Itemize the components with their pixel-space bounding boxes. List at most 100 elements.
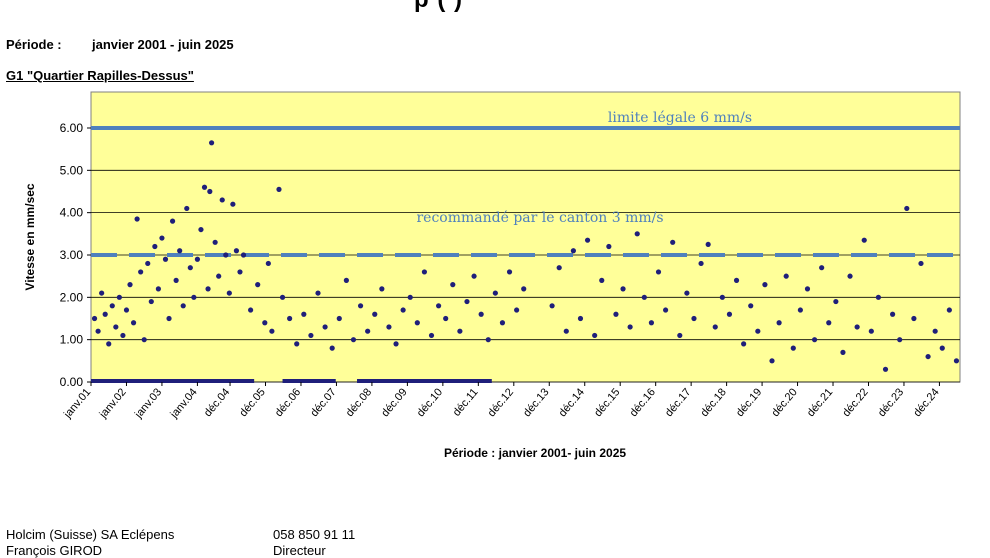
x-tick-label: déc.12: [486, 386, 516, 419]
data-point: [400, 307, 406, 313]
data-point: [677, 332, 683, 339]
data-point: [755, 328, 761, 334]
data-point: [946, 307, 952, 313]
data-points: [91, 140, 960, 372]
data-point: [421, 269, 428, 275]
x-tick-label: déc.22: [840, 386, 870, 419]
data-point: [169, 218, 176, 224]
data-point: [641, 294, 647, 300]
data-point: [177, 248, 183, 254]
data-point: [584, 237, 591, 243]
data-point: [655, 269, 662, 275]
data-point: [269, 328, 275, 334]
data-point: [223, 252, 229, 258]
data-point: [592, 332, 598, 339]
data-point: [563, 328, 569, 334]
footer-person: François GIROD: [6, 543, 103, 558]
data-point: [712, 324, 718, 330]
data-point: [882, 366, 889, 372]
data-point: [205, 286, 211, 292]
data-point: [719, 294, 725, 300]
data-point: [386, 324, 392, 330]
data-point: [262, 320, 268, 326]
data-point: [499, 320, 506, 326]
data-point: [698, 260, 704, 267]
data-point: [248, 307, 254, 313]
data-point: [393, 341, 399, 347]
x-tick-label: déc.04: [202, 386, 232, 419]
data-point: [116, 294, 122, 300]
footer-phone: 058 850 91 11: [273, 527, 356, 542]
data-point: [113, 324, 119, 330]
data-point: [155, 286, 161, 292]
y-tick-label: 1.00: [60, 333, 84, 347]
data-point: [201, 184, 208, 190]
data-point: [783, 273, 789, 279]
data-point: [932, 328, 938, 334]
y-axis-ticks: 0.00 1.00 2.00 3.00 4.00 5.00 6.00: [60, 121, 91, 389]
x-tick-label: déc.15: [592, 386, 622, 419]
footer-company: Holcim (Suisse) SA Eclépens: [6, 527, 175, 542]
data-point: [953, 358, 960, 364]
data-point: [255, 282, 261, 288]
data-point: [294, 341, 300, 347]
x-tick-label: déc.07: [308, 386, 338, 419]
data-point: [627, 324, 633, 330]
data-point: [521, 286, 527, 292]
data-point: [897, 337, 903, 343]
data-point: [939, 345, 945, 351]
data-point: [471, 273, 477, 279]
data-point: [868, 328, 874, 334]
data-point: [148, 298, 154, 305]
x-tick-label: déc.10: [415, 386, 445, 419]
data-point: [279, 294, 286, 300]
x-tick-label: déc.06: [273, 386, 303, 419]
data-point: [748, 303, 754, 309]
data-point: [804, 286, 811, 292]
x-tick-label: déc.16: [628, 386, 658, 419]
y-tick-label: 6.00: [60, 121, 84, 135]
x-tick-label: déc.05: [237, 386, 267, 419]
document-title-fragment: p ( ): [414, 0, 463, 14]
y-tick-label: 3.00: [60, 248, 84, 262]
data-point: [372, 311, 378, 317]
data-point: [166, 315, 172, 322]
data-point: [91, 315, 98, 322]
x-tick-label: déc.19: [734, 386, 764, 419]
period-value: janvier 2001 - juin 2025: [92, 37, 234, 52]
data-point: [797, 307, 803, 313]
data-point: [861, 237, 867, 243]
data-point: [811, 337, 818, 343]
data-point: [145, 260, 151, 267]
data-point: [379, 286, 385, 292]
data-point: [741, 341, 747, 347]
data-point: [606, 243, 612, 250]
data-point: [173, 277, 179, 283]
x-tick-label: janv.01: [61, 386, 93, 421]
data-point: [123, 307, 130, 313]
data-point: [212, 239, 218, 245]
data-point: [875, 294, 882, 300]
data-point: [102, 311, 108, 317]
x-axis-label: Période : janvier 2001- juin 2025: [444, 446, 626, 460]
data-point: [127, 282, 133, 288]
x-tick-label: janv.02: [97, 386, 129, 421]
x-tick-label: déc.21: [805, 386, 835, 419]
data-point: [840, 349, 846, 355]
data-point: [790, 345, 796, 351]
data-point: [620, 286, 626, 292]
data-point: [329, 345, 335, 351]
data-point: [436, 303, 442, 309]
data-point: [506, 269, 513, 275]
x-tick-label: déc.24: [911, 386, 941, 419]
data-point: [308, 332, 314, 339]
data-point: [705, 241, 711, 248]
data-point: [556, 265, 562, 271]
velocity-scatter-chart: limite légale 6 mm/s recommandé par le ca…: [23, 91, 961, 460]
data-point: [911, 315, 917, 322]
data-point: [684, 290, 690, 296]
data-point: [414, 320, 420, 326]
data-point: [819, 265, 825, 271]
data-point: [109, 303, 115, 309]
data-point: [847, 273, 853, 279]
